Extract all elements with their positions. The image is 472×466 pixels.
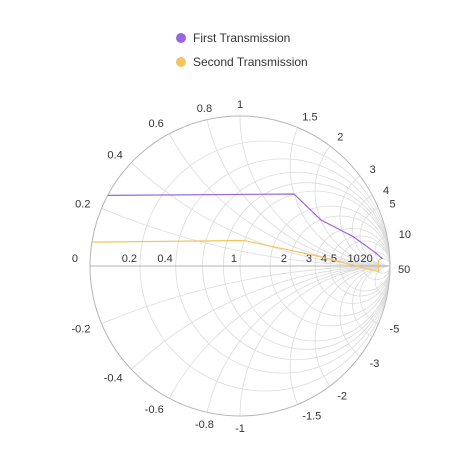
legend-label-second-transmission: Second Transmission [193, 55, 308, 69]
reactance-tick-label: -5 [390, 323, 400, 335]
legend-item-second-transmission[interactable]: Second Transmission [176, 50, 308, 74]
reactance-arc [289, 116, 390, 267]
reactance-tick-label: 0.6 [148, 118, 163, 130]
legend-marker-first-transmission [176, 33, 186, 43]
legend-item-first-transmission[interactable]: First Transmission [176, 26, 308, 50]
resistance-tick-label: 50 [398, 264, 410, 276]
reactance-tick-label: -1.5 [302, 411, 321, 423]
reactance-tick-label: 0.4 [107, 149, 122, 161]
reactance-arc [374, 265, 390, 297]
reactance-tick-label: -0.4 [104, 373, 123, 385]
reactance-tick-label: 4 [383, 185, 389, 197]
reactance-arc [90, 116, 390, 267]
resistance-tick-label: 5 [331, 253, 337, 265]
series-line-second-transmission [91, 239, 379, 273]
reactance-tick-label: -2 [337, 391, 347, 403]
reactance-tick-label: -0.6 [145, 404, 164, 416]
series-line-first-transmission [107, 193, 383, 260]
reactance-arc [374, 235, 390, 267]
resistance-tick-label: 1 [231, 253, 237, 265]
resistance-tick-label: 20 [360, 253, 372, 265]
resistance-tick-label: 2 [281, 253, 287, 265]
reactance-tick-label: 1.5 [302, 111, 317, 123]
legend-marker-second-transmission [176, 57, 186, 67]
reactance-tick-label: 2 [337, 131, 343, 143]
resistance-tick-label: 0.4 [157, 253, 172, 265]
legend: First Transmission Second Transmission [176, 26, 308, 74]
resistance-tick-label: 0 [72, 253, 78, 265]
reactance-tick-label: -3 [370, 358, 380, 370]
resistance-tick-label: 10 [347, 253, 359, 265]
reactance-tick-label: 5 [390, 199, 396, 211]
reactance-arc [139, 116, 390, 267]
reactance-tick-label: -0.2 [71, 323, 90, 335]
reactance-tick-label: 10 [399, 229, 411, 241]
resistance-tick-label: 0.2 [122, 253, 137, 265]
reactance-tick-label: -1 [235, 423, 245, 435]
legend-label-first-transmission: First Transmission [193, 31, 291, 45]
reactance-tick-label: 1 [237, 99, 243, 111]
reactance-tick-label: -0.8 [195, 419, 214, 431]
resistance-tick-label: 3 [306, 253, 312, 265]
reactance-tick-label: 3 [370, 164, 376, 176]
reactance-arc [90, 116, 390, 267]
reactance-tick-label: 0.8 [197, 103, 212, 115]
reactance-tick-label: 0.2 [75, 199, 90, 211]
resistance-tick-label: 4 [321, 253, 327, 265]
reactance-arc [289, 265, 390, 416]
reactance-arc [90, 265, 390, 416]
